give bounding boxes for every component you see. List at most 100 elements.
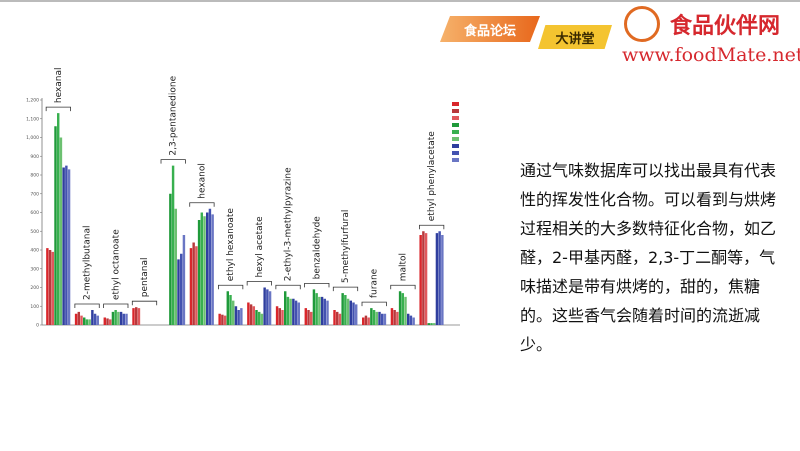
bar xyxy=(310,311,313,325)
bar xyxy=(179,253,183,325)
bar xyxy=(109,319,112,325)
bar xyxy=(195,246,198,325)
bar xyxy=(281,310,284,325)
bar xyxy=(390,308,394,325)
label-bracket xyxy=(419,224,445,230)
category-label: pentanal xyxy=(140,257,150,297)
bar xyxy=(226,291,230,325)
top-rule xyxy=(0,0,800,2)
bar xyxy=(378,311,381,325)
bar xyxy=(252,306,256,325)
bar xyxy=(383,313,387,325)
bar xyxy=(59,137,63,325)
description: 通过气味数据库可以找出最具有代表性的挥发性化合物。可以看到与烘烤过程相关的大多数… xyxy=(520,161,777,354)
y-tick-label: 500 xyxy=(30,229,39,235)
legend-swatch xyxy=(452,102,459,106)
bar xyxy=(341,293,344,325)
category-label: benzaldehyde xyxy=(312,216,322,280)
bar xyxy=(263,287,266,325)
bar xyxy=(51,251,55,325)
bar xyxy=(336,311,339,325)
label-bracket xyxy=(361,301,387,307)
label-bracket xyxy=(189,202,215,207)
category-label: maltol xyxy=(398,253,408,281)
bar xyxy=(438,231,441,325)
bar xyxy=(218,313,221,325)
bar xyxy=(412,317,415,325)
bar xyxy=(54,126,57,325)
category-label: ethyl phenylacetate xyxy=(427,131,437,222)
y-tick-label: 1,100 xyxy=(26,116,39,122)
bar xyxy=(292,298,295,325)
bar xyxy=(114,310,117,325)
bar xyxy=(117,311,120,325)
bar xyxy=(93,313,97,325)
bar xyxy=(401,293,405,325)
bar xyxy=(312,289,316,325)
bar xyxy=(367,317,370,325)
label-bracket xyxy=(160,159,186,164)
bar xyxy=(432,323,436,325)
bar xyxy=(249,304,253,325)
bar xyxy=(171,165,175,325)
bar xyxy=(135,307,138,325)
forum-banner: 食品论坛 xyxy=(440,16,540,42)
bar xyxy=(435,233,439,325)
bar xyxy=(223,315,227,325)
category-label: 5-methylfurfural xyxy=(341,210,351,284)
y-tick-label: 1,000 xyxy=(26,135,39,141)
bar xyxy=(169,193,172,325)
label-bracket xyxy=(218,284,244,290)
bar xyxy=(231,300,235,325)
bar xyxy=(237,310,240,325)
bar xyxy=(362,317,365,325)
bar xyxy=(346,298,350,325)
bar xyxy=(125,313,128,325)
bar xyxy=(441,235,444,325)
y-tick-label: 100 xyxy=(30,304,39,310)
bar xyxy=(375,311,379,325)
bar xyxy=(208,208,212,325)
label-bracket xyxy=(246,281,272,286)
bar xyxy=(333,310,336,325)
bar xyxy=(200,212,204,325)
category-label: ethyl octanoate xyxy=(111,229,121,300)
bar xyxy=(354,304,358,325)
bar xyxy=(91,310,94,325)
bar xyxy=(380,313,384,325)
bar xyxy=(284,291,287,325)
bar xyxy=(258,311,261,325)
category-label: 2-methylbutanal xyxy=(83,225,93,300)
bar xyxy=(372,310,376,325)
bar xyxy=(326,300,329,325)
bar xyxy=(260,313,264,325)
bar xyxy=(240,308,243,325)
bar xyxy=(289,298,292,325)
bar xyxy=(197,220,201,325)
legend-swatch xyxy=(452,137,459,141)
y-tick-label: 800 xyxy=(30,173,39,179)
bar xyxy=(393,310,396,325)
bar xyxy=(111,311,115,325)
bar xyxy=(132,308,135,325)
bar xyxy=(404,296,407,325)
bar xyxy=(177,259,180,325)
y-tick-label: 300 xyxy=(30,266,39,272)
bar xyxy=(268,291,272,325)
bar xyxy=(182,235,186,325)
bar xyxy=(406,313,410,325)
bar xyxy=(192,242,195,325)
bar xyxy=(96,315,100,325)
bar xyxy=(122,313,126,325)
bar xyxy=(62,167,65,325)
bar xyxy=(137,308,141,325)
logo-icon xyxy=(624,6,660,42)
bar xyxy=(255,310,258,325)
chart: 0 100 200 300 400 500 600 700 800 900 1,000 1,100 1,… xyxy=(26,67,460,329)
label-bracket xyxy=(103,303,129,308)
bar xyxy=(189,248,193,325)
bar xyxy=(424,233,428,325)
bar xyxy=(80,315,83,325)
bar xyxy=(106,318,109,325)
